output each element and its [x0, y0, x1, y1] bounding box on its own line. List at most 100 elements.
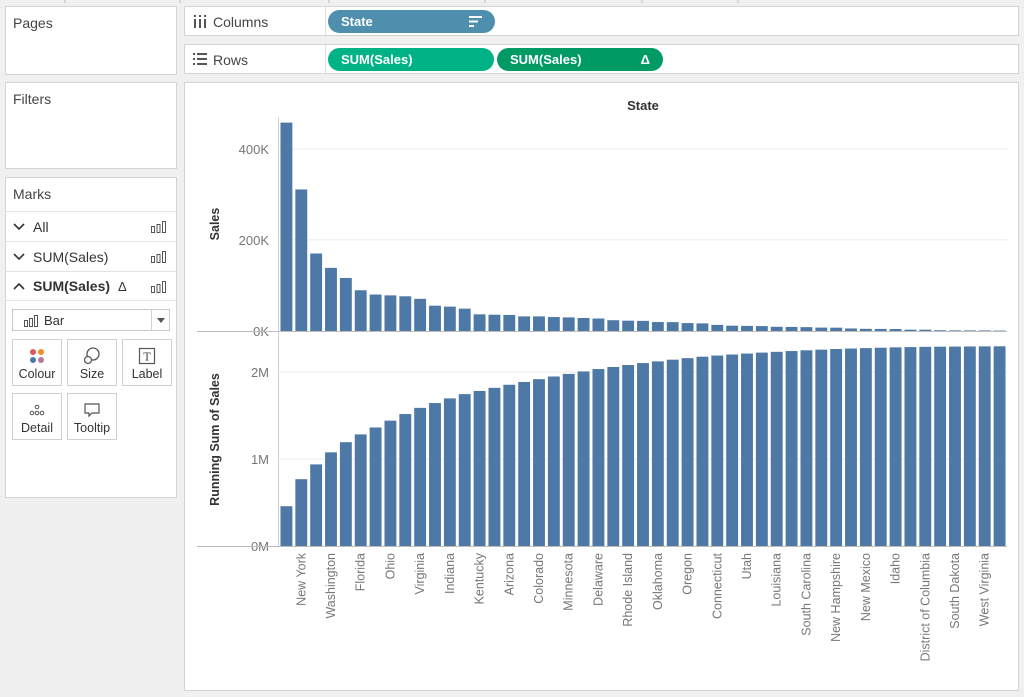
- x-tick-label: Kentucky: [473, 552, 487, 604]
- x-tick-label: South Dakota: [948, 553, 962, 629]
- svg-text:T: T: [143, 351, 151, 364]
- bar-running-sum: [830, 349, 843, 546]
- mark-type-label: Bar: [44, 313, 65, 328]
- bar-running-sum: [934, 346, 947, 546]
- chevron-down-icon: [13, 222, 25, 230]
- bar-running-sum: [339, 442, 352, 546]
- sum-sales-delta-pill-label: SUM(Sales): [510, 52, 582, 67]
- bar-sales: [696, 323, 709, 331]
- view-area[interactable]: State 0K 200K 400K Sales 0M 1M 2M Running Sum of…: [184, 82, 1019, 691]
- bar-sales: [711, 324, 724, 331]
- size-label: Size: [79, 367, 105, 381]
- y-tick-label: 200K: [239, 233, 270, 248]
- colour-label: Colour: [18, 367, 56, 381]
- bar-sales: [592, 318, 605, 331]
- bar-sales: [325, 267, 337, 331]
- tooltip-icon: [84, 403, 100, 418]
- bar-running-sum: [785, 351, 798, 546]
- x-tick-label: Ohio: [383, 553, 397, 579]
- bar-sales: [770, 326, 783, 331]
- pages-card[interactable]: Pages: [5, 6, 177, 75]
- state-pill[interactable]: State: [328, 10, 495, 33]
- bar-running-sum: [963, 346, 976, 546]
- bar-sales: [414, 298, 427, 331]
- x-tick-label: Oklahoma: [651, 553, 665, 610]
- rows-shelf[interactable]: Rows SUM(Sales) SUM(Sales) Δ: [184, 44, 1019, 74]
- x-tick-label: Oregon: [681, 553, 695, 595]
- top-ruler: [64, 0, 739, 3]
- y-axis-label-running-sum: Running Sum of Sales: [208, 373, 222, 506]
- rows-icon: [193, 53, 207, 65]
- column-header-state: State: [627, 98, 659, 113]
- bar-running-sum: [533, 379, 545, 546]
- x-tick-label: Utah: [740, 553, 754, 579]
- filters-card[interactable]: Filters: [5, 82, 177, 169]
- bar-sales: [800, 327, 813, 331]
- bar-sales: [874, 328, 887, 331]
- bar-sales: [978, 330, 991, 331]
- columns-shelf[interactable]: Columns State: [184, 6, 1019, 36]
- sum-sales-pill[interactable]: SUM(Sales): [328, 48, 494, 71]
- bar-running-sum: [503, 384, 516, 546]
- marks-sum-sales-row[interactable]: SUM(Sales): [6, 241, 176, 271]
- marks-title: Marks: [13, 186, 52, 202]
- bar-sales: [339, 277, 352, 331]
- chevron-down-icon: [13, 252, 25, 260]
- dropdown-arrow[interactable]: [151, 310, 169, 330]
- detail-button[interactable]: Detail: [12, 393, 62, 440]
- x-tick-label: Minnesota: [562, 553, 576, 611]
- label-button[interactable]: T Label: [122, 339, 172, 386]
- x-tick-label: New York: [294, 552, 308, 606]
- bar-sales: [934, 330, 947, 331]
- bar-running-sum: [295, 479, 308, 546]
- x-tick-label: New Hampshire: [829, 553, 843, 642]
- bar-sales: [859, 328, 872, 331]
- marks-sum-sales-delta-row[interactable]: SUM(Sales) Δ: [6, 271, 176, 301]
- bar-sales: [785, 326, 798, 331]
- colour-icon: [30, 349, 44, 363]
- marks-all-label: All: [33, 218, 49, 235]
- x-tick-label: Idaho: [889, 553, 903, 584]
- bar-sales: [830, 327, 843, 331]
- x-tick-label: New Mexico: [859, 553, 873, 621]
- bar-running-sum: [473, 390, 486, 546]
- bar-running-sum: [443, 398, 456, 546]
- bar-running-sum: [429, 403, 441, 546]
- y-axis-label-sales: Sales: [208, 208, 222, 241]
- colour-button[interactable]: Colour: [12, 339, 62, 386]
- x-tick-label: Florida: [354, 553, 368, 591]
- bar-running-sum: [874, 347, 887, 546]
- pages-title: Pages: [13, 15, 53, 31]
- x-tick-label: Indiana: [443, 553, 457, 594]
- x-tick-label: Delaware: [591, 553, 605, 606]
- bar-sales: [755, 326, 768, 331]
- rows-label: Rows: [213, 52, 249, 68]
- bar-sales: [904, 329, 917, 331]
- bar-sales: [889, 329, 902, 331]
- sum-sales-delta-pill[interactable]: SUM(Sales) Δ: [497, 48, 663, 71]
- chevron-up-icon: [13, 282, 25, 290]
- bar-running-sum: [651, 361, 664, 546]
- bar-running-sum: [770, 351, 783, 546]
- state-pill-label: State: [341, 14, 373, 29]
- columns-label: Columns: [213, 14, 269, 30]
- marks-all-row[interactable]: All: [6, 211, 176, 241]
- bar-running-sum: [592, 369, 605, 546]
- bar-sales: [429, 305, 441, 331]
- size-button[interactable]: Size: [67, 339, 117, 386]
- x-tick-label: West Virginia: [978, 553, 992, 626]
- x-tick-label: Colorado: [532, 553, 546, 604]
- tooltip-label: Tooltip: [73, 421, 111, 435]
- tooltip-button[interactable]: Tooltip: [67, 393, 117, 440]
- mark-type-dropdown[interactable]: Bar: [12, 309, 170, 331]
- bar-running-sum: [562, 373, 575, 546]
- bar-running-sum: [889, 347, 902, 546]
- bar-running-sum: [993, 346, 1006, 546]
- bar-running-sum: [904, 347, 917, 546]
- bar-sales: [384, 295, 397, 331]
- bar-running-sum: [815, 349, 828, 546]
- bar-running-sum: [280, 506, 293, 546]
- bar-running-sum: [518, 381, 531, 546]
- columns-icon: [194, 15, 206, 28]
